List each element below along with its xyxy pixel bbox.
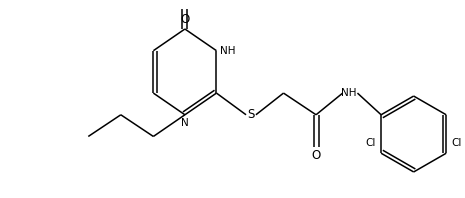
Text: Cl: Cl	[451, 138, 461, 148]
Text: O: O	[312, 149, 321, 162]
Text: S: S	[247, 108, 255, 121]
Text: NH: NH	[220, 46, 236, 56]
Text: O: O	[180, 13, 190, 26]
Text: N: N	[181, 118, 189, 128]
Text: Cl: Cl	[366, 138, 376, 148]
Text: NH: NH	[341, 88, 356, 98]
